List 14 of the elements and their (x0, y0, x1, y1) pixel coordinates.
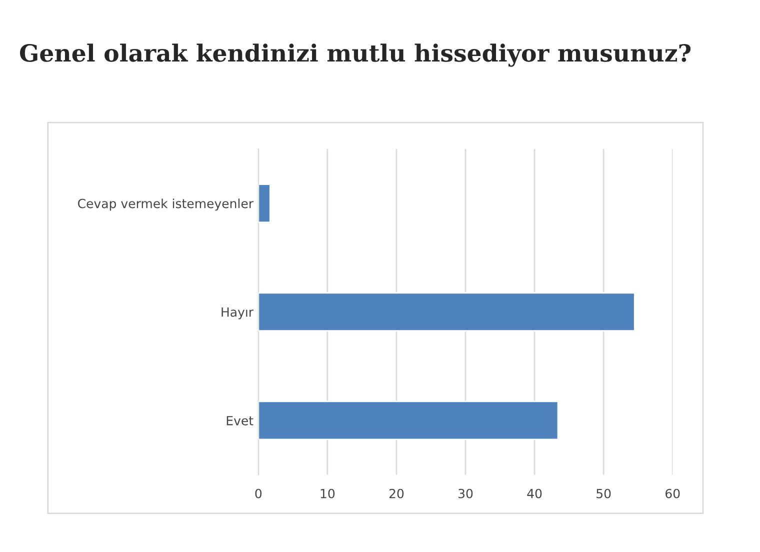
x-tick-label: 50 (596, 488, 611, 498)
x-tick-label: 30 (458, 488, 473, 498)
bar (258, 292, 636, 332)
x-tick-label: 40 (527, 488, 542, 498)
y-tick-label: Hayır (222, 308, 254, 320)
chart-title: Genel olarak kendinizi mutlu hissediyor musunuz? (20, 44, 691, 67)
x-tick-label: 0 (255, 488, 262, 498)
bar (258, 184, 271, 224)
bar (258, 400, 559, 440)
x-tick-label: 10 (320, 488, 335, 498)
x-tick-label: 60 (666, 488, 680, 498)
y-tick-label: Cevap vermek istemeyenler (78, 198, 254, 211)
y-tick-label: Evet (226, 416, 254, 426)
x-tick-label: 20 (389, 488, 404, 498)
